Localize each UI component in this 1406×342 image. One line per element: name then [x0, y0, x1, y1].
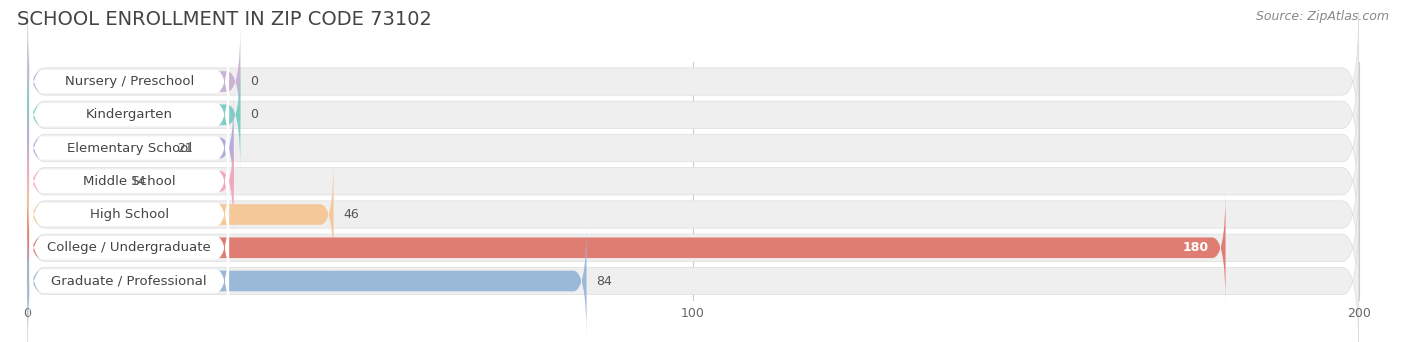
Text: 84: 84: [596, 275, 613, 288]
FancyBboxPatch shape: [30, 93, 229, 203]
FancyBboxPatch shape: [27, 79, 1358, 218]
FancyBboxPatch shape: [27, 158, 333, 271]
FancyBboxPatch shape: [27, 112, 1358, 251]
FancyBboxPatch shape: [27, 192, 1226, 304]
FancyBboxPatch shape: [30, 127, 229, 236]
FancyBboxPatch shape: [27, 125, 233, 237]
Text: Nursery / Preschool: Nursery / Preschool: [65, 75, 194, 88]
Text: SCHOOL ENROLLMENT IN ZIP CODE 73102: SCHOOL ENROLLMENT IN ZIP CODE 73102: [17, 10, 432, 29]
Text: 46: 46: [343, 208, 360, 221]
Text: Graduate / Professional: Graduate / Professional: [52, 275, 207, 288]
Text: 180: 180: [1182, 241, 1209, 254]
Text: Elementary School: Elementary School: [66, 142, 191, 155]
FancyBboxPatch shape: [27, 45, 1358, 184]
Text: High School: High School: [90, 208, 169, 221]
Text: College / Undergraduate: College / Undergraduate: [48, 241, 211, 254]
FancyBboxPatch shape: [30, 60, 229, 170]
FancyBboxPatch shape: [30, 160, 229, 269]
FancyBboxPatch shape: [27, 145, 1358, 284]
Text: 21: 21: [177, 142, 193, 155]
FancyBboxPatch shape: [27, 178, 1358, 317]
Text: 14: 14: [131, 175, 146, 188]
Text: Middle School: Middle School: [83, 175, 176, 188]
FancyBboxPatch shape: [30, 226, 229, 336]
Text: 0: 0: [250, 108, 259, 121]
Text: 0: 0: [250, 75, 259, 88]
FancyBboxPatch shape: [27, 58, 240, 171]
FancyBboxPatch shape: [27, 225, 586, 337]
FancyBboxPatch shape: [27, 92, 233, 204]
FancyBboxPatch shape: [27, 211, 1358, 342]
FancyBboxPatch shape: [27, 25, 240, 138]
FancyBboxPatch shape: [30, 193, 229, 303]
FancyBboxPatch shape: [30, 27, 229, 136]
Text: Kindergarten: Kindergarten: [86, 108, 173, 121]
FancyBboxPatch shape: [27, 12, 1358, 151]
Text: Source: ZipAtlas.com: Source: ZipAtlas.com: [1256, 10, 1389, 23]
